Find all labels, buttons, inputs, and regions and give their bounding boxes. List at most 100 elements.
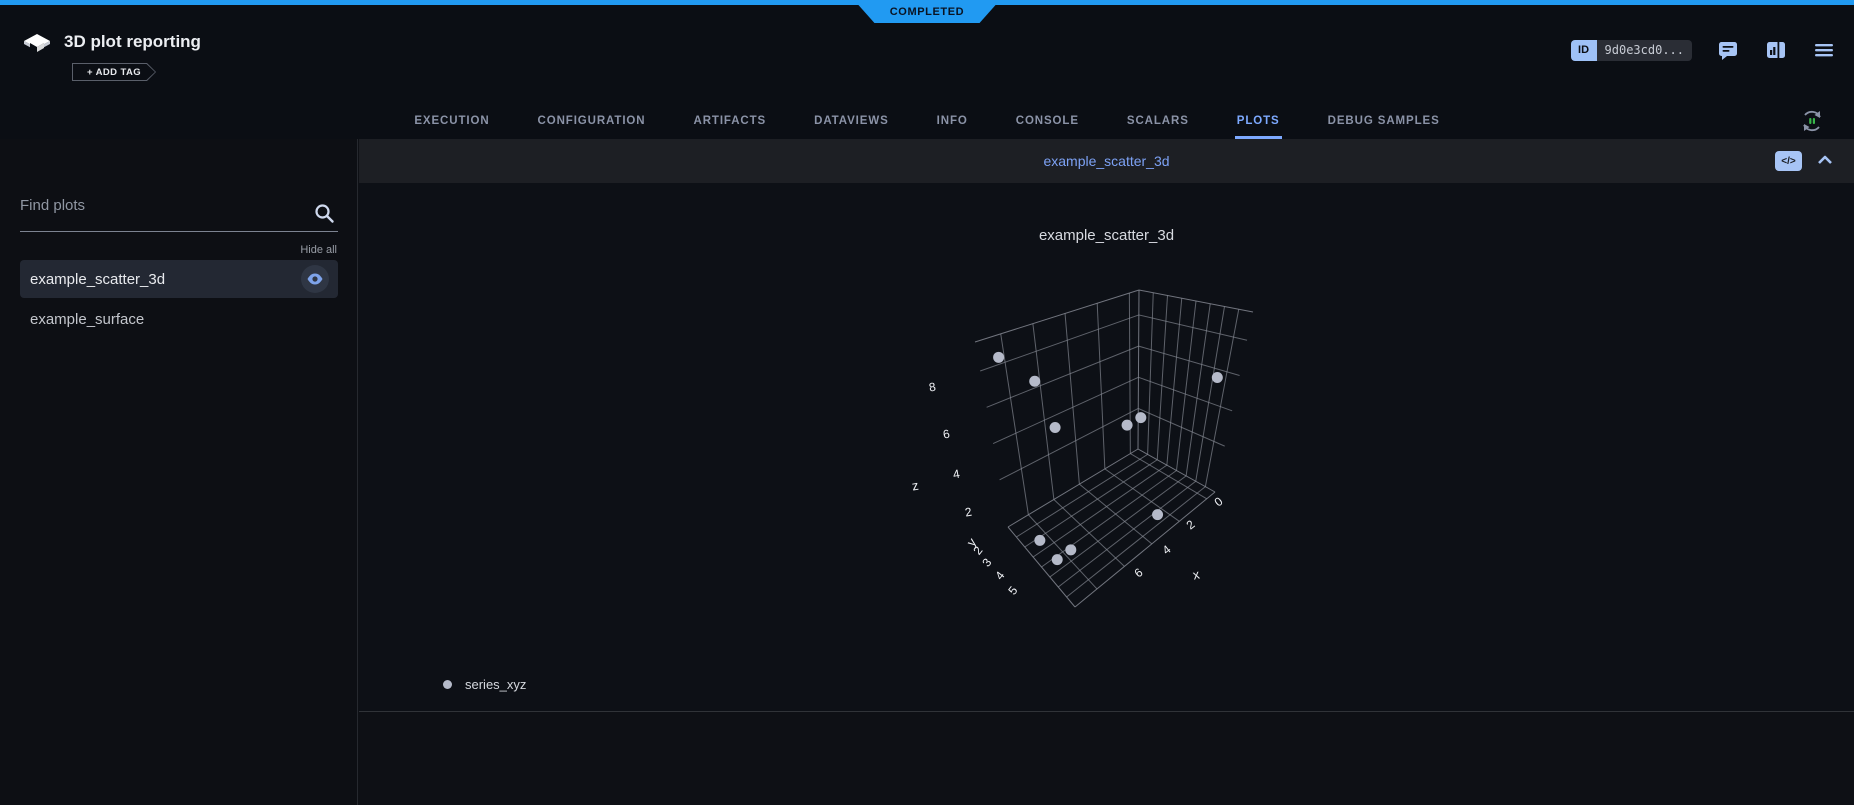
app-header: 3D plot reporting + ADD TAG ID 9d0e3cd0.…: [0, 5, 1854, 139]
plot-list: example_scatter_3d example_surface: [20, 260, 338, 340]
legend-item[interactable]: series_xyz: [443, 677, 526, 692]
auto-refresh-icon[interactable]: [1798, 107, 1826, 135]
plot-list-item[interactable]: example_scatter_3d: [20, 260, 338, 298]
grid-line: [1137, 289, 1140, 450]
grid-line: [1066, 486, 1206, 598]
scatter-point[interactable]: [1121, 419, 1133, 431]
axis-label: 4: [952, 467, 961, 482]
grid-line: [1016, 453, 1148, 538]
scatter-point[interactable]: [1211, 371, 1223, 383]
axis-label: 3: [979, 555, 994, 569]
scatter-point[interactable]: [1051, 554, 1063, 566]
tab-configuration[interactable]: CONFIGURATION: [537, 114, 646, 127]
content-area: Hide all example_scatter_3d example_surfa…: [0, 139, 1854, 805]
grid-line: [999, 408, 1139, 481]
plot-list-item-label: example_scatter_3d: [30, 270, 166, 288]
experiment-logo-icon: [22, 31, 52, 66]
tab-debug-samples[interactable]: DEBUG SAMPLES: [1327, 114, 1440, 127]
add-tag-button[interactable]: + ADD TAG: [72, 63, 156, 81]
collapse-chevron-up-icon[interactable]: [1816, 153, 1834, 172]
search-field: [20, 197, 338, 232]
scatter-point[interactable]: [1065, 544, 1077, 556]
grid-line: [1138, 376, 1233, 412]
id-badge: ID: [1570, 39, 1597, 61]
comments-icon[interactable]: [1716, 38, 1740, 62]
scatter-point[interactable]: [1152, 509, 1164, 521]
scatter-point[interactable]: [1135, 412, 1147, 424]
tab-bar: EXECUTION CONFIGURATION ARTIFACTS DATAVIEWS…: [0, 105, 1854, 139]
menu-icon[interactable]: [1812, 38, 1836, 62]
grid-line: [1195, 306, 1225, 482]
grid-line: [992, 376, 1139, 445]
tab-execution[interactable]: EXECUTION: [414, 114, 490, 127]
legend-marker-icon: [443, 680, 452, 689]
axis-label: 5: [1005, 583, 1020, 597]
grid-line: [974, 289, 1140, 343]
axis-label: 2: [1184, 517, 1198, 532]
status-badge-label: COMPLETED: [889, 5, 965, 18]
chart-title: example_scatter_3d: [1038, 227, 1175, 244]
grid-line: [1137, 448, 1216, 493]
experiment-id-chip[interactable]: ID 9d0e3cd0...: [1570, 39, 1692, 61]
grid-line: [1147, 292, 1154, 455]
grid-line: [1166, 298, 1183, 466]
eye-visibility-icon[interactable]: [301, 265, 329, 293]
axis-label: 2: [964, 505, 973, 520]
tab-plots[interactable]: PLOTS: [1234, 105, 1282, 139]
grid-line: [1057, 480, 1197, 588]
axis-label: 4: [1160, 542, 1174, 557]
grid-line: [986, 345, 1139, 408]
status-badge: COMPLETED: [854, 0, 1000, 23]
id-value: 9d0e3cd0...: [1596, 39, 1692, 61]
grid-line: [1074, 491, 1216, 608]
legend-label: series_xyz: [465, 677, 527, 692]
grid-line: [1024, 459, 1158, 548]
axis-label: 4: [992, 568, 1007, 582]
grid-line: [1032, 323, 1055, 500]
tab-artifacts[interactable]: ARTIFACTS: [693, 114, 767, 127]
plot-list-item-label: example_surface: [30, 310, 145, 328]
axis-label: 0: [1212, 494, 1226, 509]
grid-line: [1138, 408, 1225, 447]
grid-line: [1138, 289, 1254, 313]
grid-line: [1000, 333, 1029, 515]
search-icon[interactable]: [312, 201, 336, 230]
grid-line: [1032, 464, 1168, 558]
grid-line: [1138, 345, 1240, 377]
plots-sidebar: Hide all example_scatter_3d example_surfa…: [0, 139, 358, 805]
tab-scalars[interactable]: SCALARS: [1126, 114, 1189, 127]
grid-line: [1007, 526, 1076, 608]
tab-dataviews[interactable]: DATAVIEWS: [814, 114, 889, 127]
grid-line: [980, 314, 1140, 372]
page-title: 3D plot reporting: [64, 32, 201, 51]
grid-line: [1138, 314, 1248, 341]
add-tag-label: + ADD TAG: [73, 64, 155, 80]
grid-line: [1185, 303, 1211, 476]
scatter-point[interactable]: [1049, 421, 1061, 433]
grid-line: [1176, 300, 1197, 471]
axis-label: x: [1191, 566, 1201, 582]
grid-line: [1156, 295, 1168, 460]
grid-line: [1096, 303, 1106, 469]
details-panel-icon[interactable]: [1764, 38, 1788, 62]
tab-console[interactable]: CONSOLE: [1015, 114, 1079, 127]
grid-line: [1204, 309, 1240, 487]
scatter-point[interactable]: [1029, 375, 1041, 387]
axis-label: 6: [1132, 565, 1146, 580]
tab-info[interactable]: INFO: [936, 114, 968, 127]
hide-all-link[interactable]: Hide all: [300, 244, 337, 256]
grid-line: [1049, 475, 1187, 578]
grid-line: [1064, 313, 1080, 485]
axis-label: z: [911, 478, 920, 494]
axis-label: 6: [942, 427, 951, 442]
search-input[interactable]: [20, 197, 300, 214]
axis-label: 8: [928, 380, 937, 395]
scatter-point[interactable]: [1034, 534, 1046, 546]
grid-line: [1007, 448, 1139, 528]
plot-list-item[interactable]: example_surface: [20, 300, 338, 338]
scatter-point[interactable]: [993, 351, 1005, 363]
embed-code-icon[interactable]: </>: [1775, 151, 1802, 171]
